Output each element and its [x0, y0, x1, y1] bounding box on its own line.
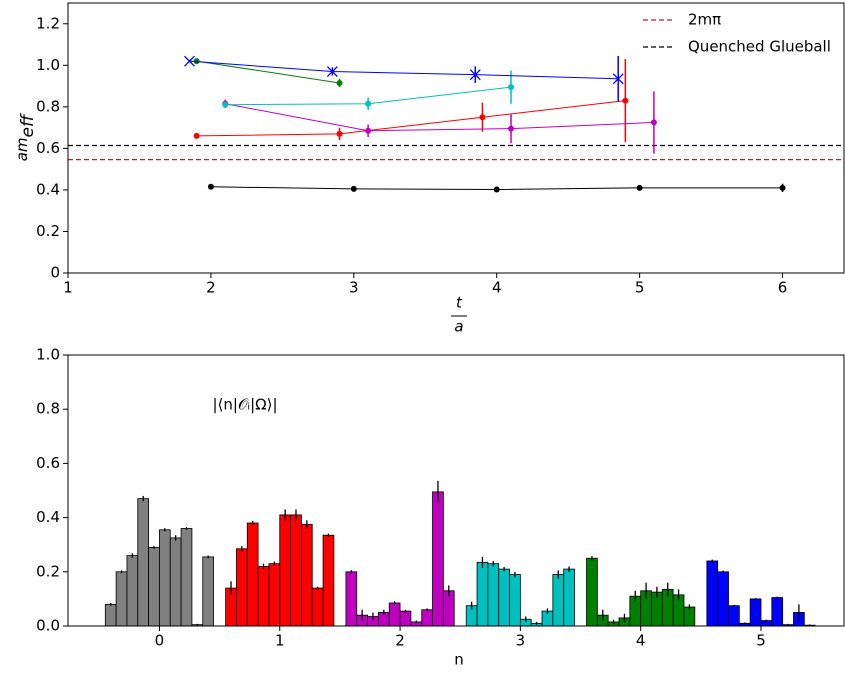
marker: [207, 183, 214, 190]
bar: [717, 571, 729, 627]
marker: [779, 184, 786, 191]
y-tick-label: 0.6: [36, 139, 60, 157]
legend-label: 2mπ: [688, 11, 721, 29]
bar: [180, 528, 193, 627]
bar: [586, 557, 598, 627]
marker: [193, 58, 200, 65]
marker: [622, 97, 629, 104]
bar: [771, 597, 784, 627]
y-tick-label: 0: [50, 264, 60, 282]
y-tick-label: 0.0: [36, 617, 60, 635]
bar: [137, 498, 150, 627]
marker: [636, 184, 643, 191]
bar: [290, 514, 302, 627]
marker: [350, 185, 357, 192]
x-tick-label: 3: [349, 279, 359, 297]
marker: [493, 186, 500, 193]
legend-label: Quenched Glueball: [688, 38, 831, 56]
x-tick-label: 0: [155, 632, 165, 650]
x-tick-label: 1: [275, 632, 285, 650]
x-tick-label: 4: [492, 279, 502, 297]
plot-frame: [67, 354, 845, 627]
marker: [365, 100, 372, 107]
bar: [399, 610, 412, 627]
x-tick-label: 6: [778, 279, 788, 297]
bar: [257, 565, 270, 627]
bar: [246, 522, 259, 627]
y-tick-label: 0.4: [36, 180, 60, 198]
marker: [469, 69, 481, 81]
bar: [683, 606, 696, 627]
bar: [202, 556, 214, 627]
bar: [388, 602, 401, 627]
y-tick-label: 0.2: [36, 562, 60, 580]
bar: [345, 571, 358, 627]
bar: [268, 563, 281, 627]
x-tick-label: 2: [206, 279, 216, 297]
marker: [479, 114, 486, 121]
x-tick-label: 2: [395, 632, 405, 650]
bar: [749, 598, 762, 627]
series-line: [196, 100, 626, 137]
y-tick-label: 0.8: [36, 97, 60, 115]
bar: [279, 514, 291, 627]
bar: [498, 568, 510, 627]
x-tick-label: 5: [635, 279, 645, 297]
bar: [487, 563, 500, 627]
marker: [336, 130, 343, 137]
bar: [104, 603, 117, 627]
marker: [508, 125, 515, 132]
x-label-denominator: a: [454, 318, 463, 336]
y-label-subscript: eff: [18, 113, 38, 137]
bar: [126, 555, 139, 627]
bar: [552, 574, 565, 627]
marker: [650, 119, 657, 126]
marker: [193, 132, 200, 139]
bar: [115, 571, 128, 627]
bar: [169, 537, 182, 627]
bar: [148, 547, 160, 627]
x-tick-label: 1: [63, 279, 73, 297]
series-line: [196, 60, 340, 84]
x-label-numerator: t: [456, 294, 463, 312]
series-line: [189, 60, 619, 80]
y-tick-label: 1.2: [36, 14, 60, 32]
bar: [509, 574, 521, 627]
marker: [222, 101, 229, 108]
marker: [365, 127, 372, 134]
bar: [728, 605, 740, 627]
series-line: [225, 103, 654, 132]
marker: [326, 66, 338, 77]
bar: [421, 609, 433, 627]
x-tick-label: 3: [516, 632, 526, 650]
y-tick-label: 0.2: [36, 222, 60, 240]
plot-frame: [67, 2, 845, 274]
marker: [508, 84, 515, 91]
bar: [322, 534, 335, 627]
bar: [301, 523, 313, 627]
bar: [706, 560, 719, 627]
bar: [432, 491, 444, 627]
x-tick-label: 4: [636, 632, 646, 650]
bar: [476, 561, 489, 627]
bar: [236, 548, 248, 627]
bar: [311, 587, 324, 627]
annotation: |⟨n|𝒪ᵢ|Ω⟩|: [212, 396, 277, 414]
x-tick-label: 5: [756, 632, 766, 650]
marker: [612, 73, 624, 85]
y-tick-label: 1.0: [36, 346, 60, 364]
y-tick-label: 0.8: [36, 400, 60, 418]
marker: [336, 79, 343, 86]
y-tick-label: 0.6: [36, 454, 60, 472]
y-tick-label: 0.4: [36, 508, 60, 526]
y-tick-label: 1.0: [36, 56, 60, 74]
bar: [563, 568, 575, 627]
y-label-main: am: [13, 137, 31, 161]
x-label: n: [454, 651, 464, 669]
bar: [159, 529, 171, 627]
y-label: ameff: [13, 113, 39, 161]
marker: [184, 55, 195, 67]
